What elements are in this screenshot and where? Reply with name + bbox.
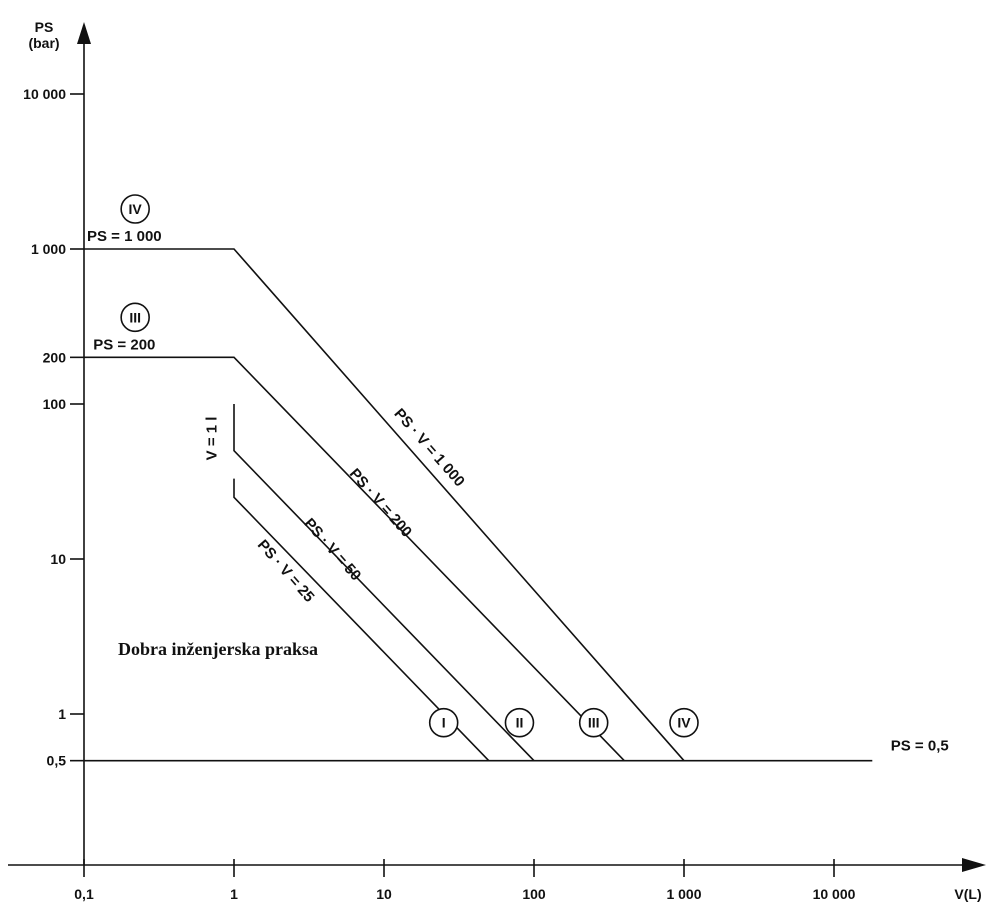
boundary-label: PS = 1 000: [87, 228, 162, 245]
series-line-1: [233, 478, 490, 762]
series-line-4: [84, 248, 685, 762]
category-marker-circle: [578, 707, 609, 738]
boundary-label: PS = 0,5: [891, 738, 949, 755]
boundary-label: PS = 200: [93, 336, 155, 353]
series-label-3: PS · V = 200: [346, 465, 415, 540]
series-lines: [84, 248, 873, 762]
y-tick-label: 10: [50, 551, 66, 567]
region-label: Dobra inženjerska praksa: [118, 639, 318, 659]
series-label-4: PS · V = 1 000: [390, 405, 467, 490]
y-axis-arrow: [77, 22, 91, 44]
x-tick-label: 1: [230, 886, 238, 902]
category-marker-label: IV: [677, 715, 691, 731]
x-tick-label: 10: [376, 886, 392, 902]
x-axis-arrow: [962, 858, 986, 872]
x-tick-label: 10 000: [813, 886, 856, 902]
category-marker-label: II: [516, 715, 524, 731]
y-tick-label: 100: [43, 396, 67, 412]
y-tick-label: 0,5: [47, 753, 67, 769]
series-line-3: [84, 356, 625, 762]
y-tick-label: 200: [43, 349, 67, 365]
x-tick-label: 0,1: [74, 886, 94, 902]
series-label-2: PS · V = 50: [301, 515, 365, 584]
category-marker-label: IV: [129, 201, 143, 217]
category-marker-circle: [669, 707, 699, 738]
y-tick-label: 1: [58, 706, 66, 722]
axes: 0,5 1 10 100 200 1 000 10 000 0,1 1 10 100 1 000 10 …: [8, 19, 986, 902]
category-marker-circle: [120, 302, 150, 333]
boundary-label: V = 1 l: [204, 417, 221, 461]
y-tick-label: 1 000: [31, 241, 66, 257]
category-marker-circle: [120, 194, 150, 224]
y-axis-unit: (bar): [28, 35, 59, 51]
x-tick-label: 100: [522, 886, 546, 902]
series-label-1: PS · V = 25: [254, 536, 318, 605]
y-axis-title: PS: [35, 19, 54, 35]
category-marker-label: III: [129, 309, 141, 325]
y-tick-label: 10 000: [23, 86, 66, 102]
x-axis-title: V(L): [954, 886, 981, 902]
category-marker-circle: [504, 707, 535, 738]
x-tick-label: 1 000: [666, 886, 701, 902]
series-line-2: [233, 404, 535, 762]
category-marker-label: I: [442, 715, 446, 731]
category-marker-circle: [428, 707, 459, 738]
category-marker-label: III: [588, 715, 600, 731]
